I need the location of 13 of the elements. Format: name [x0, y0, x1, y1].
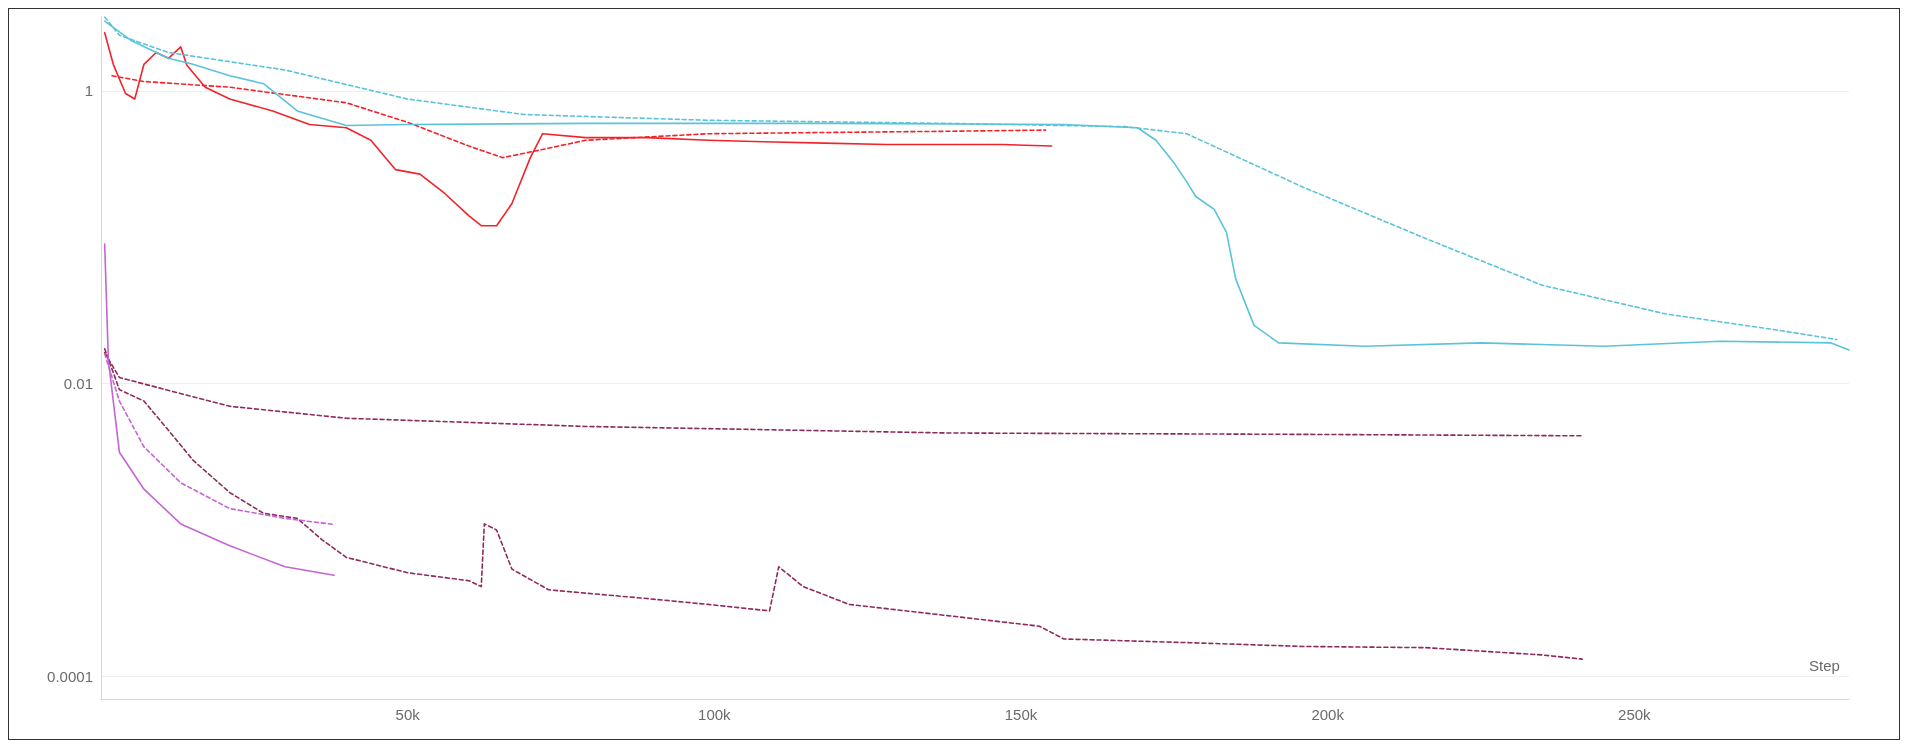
x-tick-label: 50k: [395, 706, 421, 723]
y-tick-label: 0.01: [63, 375, 93, 393]
line-series: [103, 347, 1583, 660]
y-tick-label: 0.0001: [47, 667, 93, 685]
line-series: [103, 243, 335, 577]
x-tick-label: 100k: [698, 706, 732, 723]
line-series: [103, 31, 1053, 227]
x-tick-label: 250k: [1618, 706, 1652, 723]
x-axis-title: Step: [1809, 657, 1840, 674]
y-tick-label: 1: [84, 82, 93, 100]
x-tick-label: 200k: [1311, 706, 1345, 723]
x-tick-label: 150k: [1004, 706, 1038, 723]
line-series: [111, 74, 1047, 159]
